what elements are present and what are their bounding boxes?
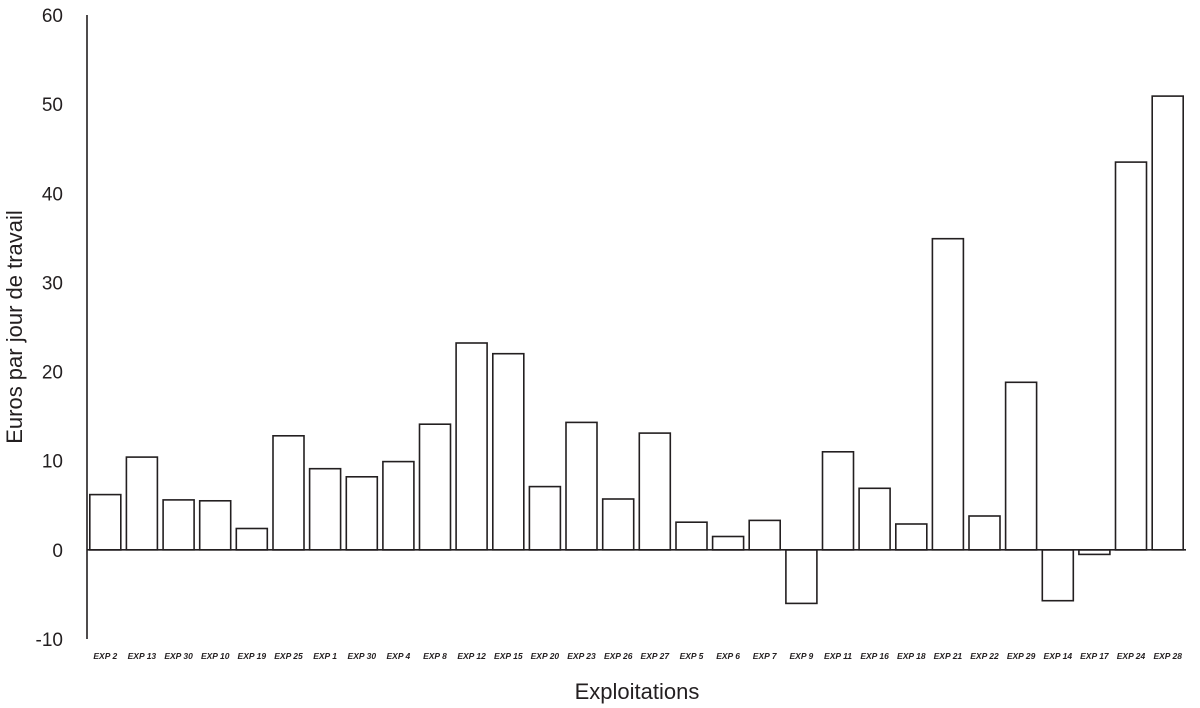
y-axis-title: Euros par jour de travail: [2, 210, 27, 444]
x-axis-title: Exploitations: [575, 679, 700, 704]
y-tick-label: 40: [42, 184, 63, 205]
x-tick-label: EXP 19: [238, 651, 267, 661]
bar: [748, 519, 782, 551]
bar: [711, 535, 745, 551]
bar: [382, 460, 415, 551]
bar: [455, 342, 488, 551]
bar: [968, 515, 1001, 551]
bar: [894, 523, 928, 551]
bar: [638, 432, 672, 551]
x-tick-label: EXP 4: [387, 651, 411, 661]
x-tick-label: EXP 8: [423, 651, 447, 661]
bar: [821, 450, 855, 551]
x-tick-label: EXP 6: [716, 651, 740, 661]
bar: [491, 352, 525, 551]
y-tick-label: 20: [42, 363, 63, 384]
bar: [931, 237, 965, 551]
bar: [418, 423, 452, 551]
x-tick-label: EXP 17: [1080, 651, 1110, 661]
bar: [785, 549, 818, 605]
x-tick-label: EXP 26: [604, 651, 633, 661]
y-tick-label: 0: [52, 541, 63, 562]
x-tick-label: EXP 5: [680, 651, 704, 661]
x-tick-label: EXP 15: [494, 651, 523, 661]
x-tick-label: EXP 20: [531, 651, 560, 661]
bar: [125, 456, 159, 551]
bars: [89, 95, 1184, 605]
x-tick-label: EXP 30: [164, 651, 193, 661]
x-tick-label: EXP 7: [753, 651, 778, 661]
x-tick-label: EXP 28: [1153, 651, 1182, 661]
x-tick-label: EXP 1: [313, 651, 337, 661]
bar: [1114, 161, 1148, 551]
x-tick-label: EXP 23: [567, 651, 596, 661]
x-tick-label: EXP 24: [1117, 651, 1146, 661]
bar: [345, 475, 379, 551]
x-tick-label: EXP 12: [457, 651, 486, 661]
y-tick-label: 60: [42, 6, 63, 27]
y-axis: -10 0 10 20 30 40 50 60: [36, 6, 88, 651]
x-tick-label: EXP 21: [934, 651, 963, 661]
bar: [89, 493, 122, 551]
bar: [1004, 381, 1038, 551]
y-tick-label: -10: [36, 630, 63, 651]
x-tick-label: EXP 13: [128, 651, 157, 661]
y-tick-label: 10: [42, 452, 63, 473]
bar: [162, 499, 195, 551]
bar: [308, 467, 342, 551]
bar: [1041, 549, 1075, 602]
y-tick-label: 30: [42, 273, 63, 294]
x-tick-label: EXP 30: [348, 651, 377, 661]
y-tick-label: 50: [42, 95, 63, 116]
x-tick-label: EXP 18: [897, 651, 926, 661]
x-tick-label: EXP 14: [1044, 651, 1073, 661]
bar: [675, 521, 708, 551]
bar: [198, 499, 232, 551]
x-tick-label: EXP 27: [641, 651, 671, 661]
bar: [272, 434, 305, 551]
bar: [1151, 95, 1184, 551]
x-axis-tick-labels: EXP 2 EXP 13 EXP 30 EXP 10 EXP 19 EXP 25 EXP 1…: [93, 651, 1182, 661]
x-tick-label: EXP 22: [970, 651, 999, 661]
bar: [601, 498, 635, 551]
x-tick-label: EXP 16: [860, 651, 889, 661]
bar: [235, 527, 269, 551]
bar: [528, 485, 562, 551]
x-tick-label: EXP 25: [274, 651, 303, 661]
x-tick-label: EXP 29: [1007, 651, 1036, 661]
bar: [565, 421, 598, 551]
bar: [858, 487, 891, 551]
x-tick-label: EXP 10: [201, 651, 230, 661]
x-tick-label: EXP 2: [93, 651, 117, 661]
x-tick-label: EXP 11: [824, 651, 852, 661]
x-tick-label: EXP 9: [790, 651, 814, 661]
